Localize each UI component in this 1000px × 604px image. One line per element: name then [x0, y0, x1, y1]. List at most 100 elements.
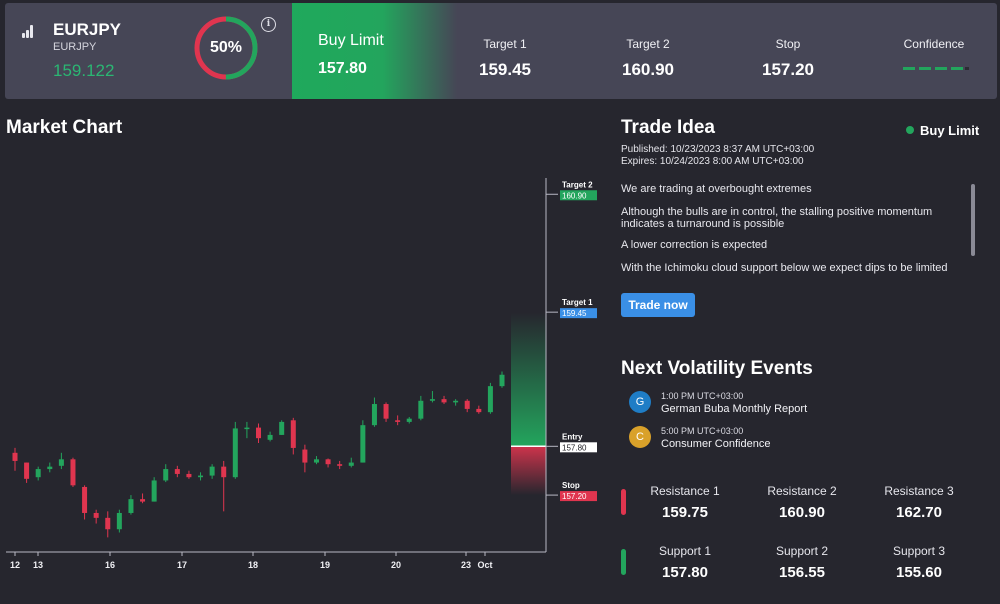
- level-tag-value: 157.20: [562, 492, 587, 501]
- trade-direction-label: Buy Limit: [920, 123, 980, 138]
- candle-body: [395, 420, 401, 422]
- trade-direction-indicator: Buy Limit: [906, 123, 979, 138]
- event-currency-icon: G: [629, 391, 651, 413]
- level-tag-label: Target 1: [562, 298, 593, 307]
- current-price: 159.122: [53, 61, 115, 80]
- confidence-gauge: [194, 16, 258, 80]
- event-currency-icon: C: [629, 426, 651, 448]
- candle-body: [487, 386, 493, 413]
- candle-body: [499, 374, 505, 387]
- x-tick-label: 19: [320, 560, 330, 570]
- level-value: 156.55: [779, 564, 825, 581]
- order-type-label: Buy Limit: [318, 32, 384, 49]
- level-value: 160.90: [779, 504, 825, 521]
- candle-body: [267, 434, 273, 440]
- level-tag-target-1: Target 1 159.45: [546, 298, 597, 319]
- idea-scrollbar[interactable]: [971, 184, 975, 256]
- candle-body: [12, 452, 18, 461]
- target-2-value: 160.90: [622, 60, 674, 79]
- candle-body: [290, 420, 296, 448]
- resistance-2: Resistance 2 160.90: [747, 484, 857, 521]
- events-title: Next Volatility Events: [621, 358, 813, 379]
- candle-body: [24, 462, 30, 479]
- candle-body: [476, 408, 482, 413]
- idea-paragraph: With the Ichimoku cloud support below we…: [621, 262, 948, 274]
- level-tag-value: 160.90: [562, 191, 587, 200]
- level-tag-box: [560, 491, 597, 502]
- level-label: Support 2: [775, 544, 829, 558]
- level-tag-value: 159.45: [562, 309, 587, 318]
- idea-paragraph: We are trading at overbought extremes: [621, 183, 812, 195]
- candle-body: [209, 466, 215, 476]
- confidence-meter: [903, 67, 969, 70]
- candle-body: [453, 400, 459, 403]
- x-tick-label: 18: [248, 560, 258, 570]
- trade-idea-title: Trade Idea: [621, 117, 715, 138]
- candle-body: [418, 400, 424, 419]
- candle-body: [256, 427, 261, 439]
- candle-body: [151, 480, 157, 502]
- candle-body: [441, 399, 447, 403]
- confidence-label: Confidence: [903, 37, 965, 51]
- x-tick-label: Oct: [477, 560, 492, 570]
- candle-body: [116, 512, 122, 530]
- level-label: Resistance 2: [767, 484, 837, 498]
- level-label: Resistance 3: [884, 484, 954, 498]
- level-label: Support 3: [892, 544, 946, 558]
- candle-body: [313, 459, 319, 463]
- level-value: 159.75: [662, 504, 708, 521]
- resistance-1: Resistance 1 159.75: [630, 484, 740, 521]
- target-1-label: Target 1: [483, 37, 527, 51]
- level-tag-value: 157.80: [562, 443, 587, 452]
- event-time: 5:00 PM UTC+03:00: [661, 426, 744, 436]
- candle-body: [186, 473, 192, 478]
- candle-body: [383, 404, 389, 419]
- order-type-panel: Buy Limit 157.80: [292, 3, 457, 99]
- support-1: Support 1 157.80: [630, 544, 740, 581]
- info-icon[interactable]: i: [261, 17, 276, 32]
- published-time: Published: 10/23/2023 8:37 AM UTC+03:00: [621, 144, 815, 155]
- candle-body: [360, 425, 366, 463]
- candle-body: [35, 469, 41, 478]
- level-tag-target-2: Target 2 160.90: [546, 180, 597, 201]
- candle-body: [82, 486, 88, 513]
- signal-bars-icon: [22, 25, 38, 38]
- trade-now-button[interactable]: Trade now: [621, 293, 695, 317]
- market-chart-title: Market Chart: [6, 117, 123, 138]
- level-tag-label: Entry: [562, 432, 583, 441]
- level-label: Resistance 1: [650, 484, 720, 498]
- candle-body: [70, 459, 76, 486]
- candle-body: [105, 517, 111, 530]
- level-tag-box: [560, 308, 597, 319]
- idea-paragraph: Although the bulls are in control, the s…: [621, 206, 933, 230]
- loss-zone: [511, 446, 546, 496]
- level-label: Support 1: [658, 544, 712, 558]
- candle-body: [221, 466, 227, 478]
- x-tick-label: 13: [33, 560, 43, 570]
- level-tag-label: Stop: [562, 481, 580, 490]
- support-marker: [621, 549, 626, 575]
- candle-body: [47, 466, 53, 470]
- level-tag-entry: Entry 157.80: [546, 432, 597, 453]
- candle-body: [232, 428, 238, 478]
- profit-zone: [511, 312, 546, 447]
- event-name: German Buba Monthly Report: [661, 403, 808, 415]
- candle-body: [198, 475, 204, 478]
- entry-price: 157.80: [318, 60, 367, 77]
- support-3: Support 3 155.60: [864, 544, 974, 581]
- candle-body: [325, 459, 331, 465]
- resistance-3: Resistance 3 162.70: [864, 484, 974, 521]
- x-tick-label: 16: [105, 560, 115, 570]
- event-name: Consumer Confidence: [661, 438, 771, 450]
- candle-body: [128, 499, 134, 513]
- target-1-value: 159.45: [479, 60, 531, 79]
- x-tick-label: 20: [391, 560, 401, 570]
- x-tick-label: 17: [177, 560, 187, 570]
- candle-body: [302, 449, 308, 463]
- market-chart[interactable]: Target 2 160.90 Target 1 159.45 Entry 157.80 S…: [0, 170, 610, 580]
- candle-body: [464, 400, 470, 409]
- status-dot-icon: [906, 126, 914, 134]
- expires-time: Expires: 10/24/2023 8:00 AM UTC+03:00: [621, 156, 804, 167]
- event-time: 1:00 PM UTC+03:00: [661, 391, 744, 401]
- candle-body: [140, 499, 146, 502]
